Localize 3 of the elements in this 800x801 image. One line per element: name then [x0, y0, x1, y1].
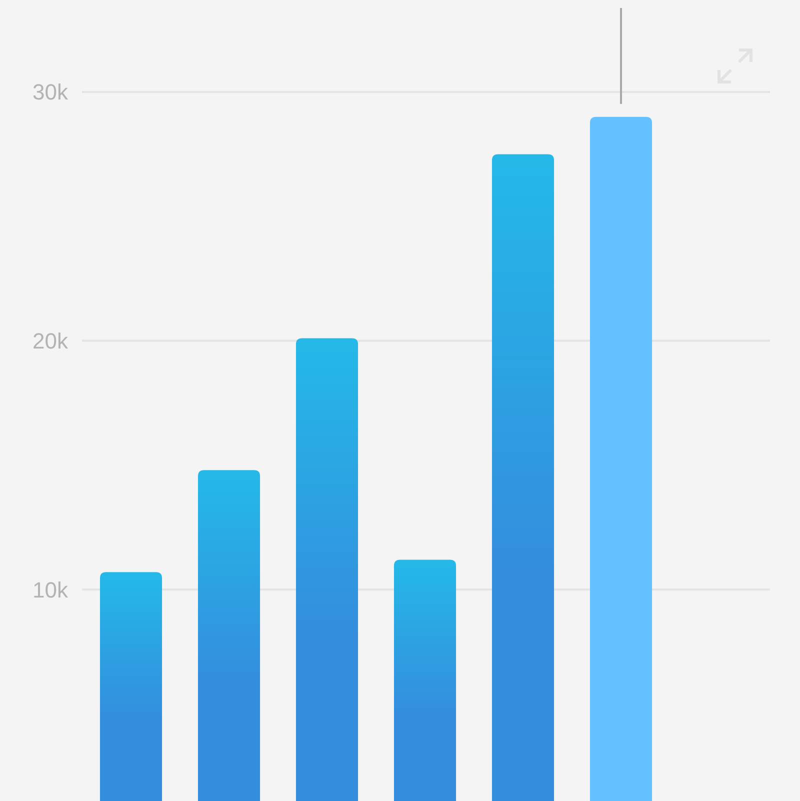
y-tick-label: 10k — [32, 577, 69, 602]
y-tick-label: 20k — [32, 328, 69, 354]
y-tick-label: 30k — [32, 80, 69, 105]
